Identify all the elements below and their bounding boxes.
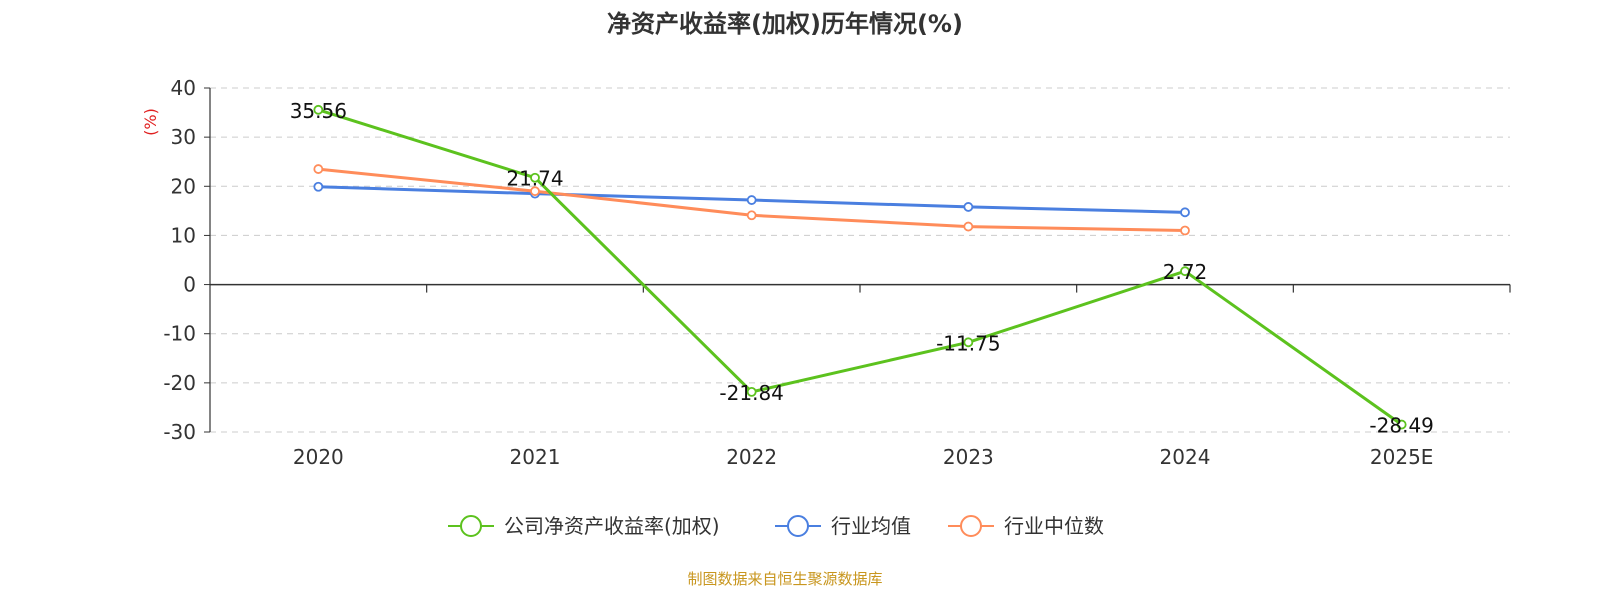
data-point	[746, 195, 757, 205]
data-label: -21.84	[719, 381, 783, 405]
x-tick-label: 2020	[293, 445, 344, 469]
data-label: -11.75	[936, 331, 1000, 355]
data-point	[1180, 266, 1190, 277]
legend-swatch-marker	[460, 515, 482, 537]
data-point	[963, 202, 974, 212]
legend: 公司净资产收益率(加权) 行业均值 行业中位数	[448, 514, 1104, 538]
y-tick-label: 0	[183, 273, 196, 297]
data-labels: 35.56 21.74 -21.84 -11.75 2.72 -28.49	[290, 99, 1434, 438]
x-tick-label: 2022	[726, 445, 777, 469]
data-point	[1396, 419, 1407, 430]
data-point	[313, 104, 324, 115]
grid-lines	[210, 87, 1510, 433]
data-point	[313, 181, 324, 192]
x-tick-label: 2024	[1160, 445, 1211, 469]
legend-label: 行业均值	[831, 514, 911, 538]
data-point	[1180, 207, 1190, 218]
y-tick-label: -20	[163, 371, 196, 395]
data-label: -28.49	[1369, 414, 1433, 438]
data-label: 2.72	[1163, 260, 1208, 284]
footer-source: 制图数据来自恒生聚源数据库	[687, 570, 882, 588]
x-tick-label: 2025E	[1370, 445, 1434, 469]
legend-item[interactable]: 行业中位数	[948, 514, 1104, 538]
data-point	[1180, 225, 1190, 236]
y-tick-label: -30	[163, 420, 196, 444]
data-point	[746, 210, 757, 221]
data-point	[963, 337, 974, 348]
x-tick-label: 2023	[943, 445, 994, 469]
legend-swatch-marker	[960, 515, 982, 537]
data-label: 21.74	[506, 167, 563, 191]
data-point	[530, 172, 540, 183]
y-tick-label: 40	[171, 76, 196, 100]
data-point	[746, 386, 757, 397]
legend-label: 行业中位数	[1004, 514, 1104, 538]
y-axis-label: (%)	[141, 108, 160, 136]
data-point	[963, 221, 974, 232]
y-tick-label: 20	[171, 174, 196, 198]
chart-title: 净资产收益率(加权)历年情况(%)	[607, 10, 963, 38]
legend-item[interactable]: 行业均值	[775, 514, 911, 538]
x-tick-label: 2021	[510, 445, 561, 469]
y-tick-label: 10	[171, 223, 196, 247]
data-label: 35.56	[290, 99, 347, 123]
series-lines	[313, 104, 1407, 430]
data-point	[313, 164, 324, 174]
y-tick-label: -10	[163, 322, 196, 346]
legend-item[interactable]: 公司净资产收益率(加权)	[448, 514, 720, 538]
y-tick-label: 30	[171, 125, 196, 149]
series-line	[317, 108, 1403, 426]
legend-swatch-marker	[787, 515, 809, 537]
legend-label: 公司净资产收益率(加权)	[504, 514, 720, 538]
axes: 40 30 20 10 0 -10 -20 -30 2020 2021 2022 2023 2024 20…	[163, 76, 1511, 469]
data-point	[530, 186, 540, 197]
